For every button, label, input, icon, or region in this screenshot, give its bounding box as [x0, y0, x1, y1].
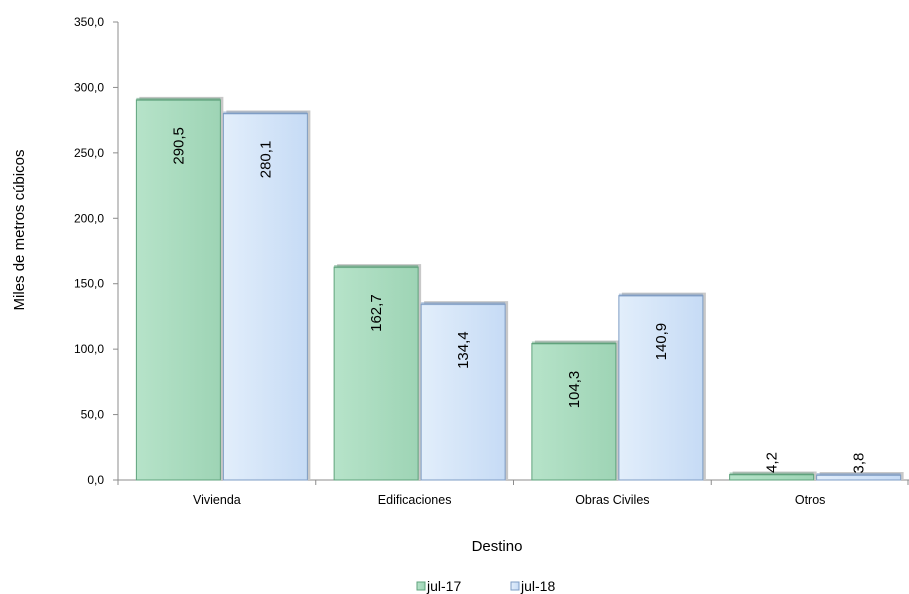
x-tick-label: Obras Civiles	[575, 493, 649, 507]
y-tick-label: 150,0	[74, 277, 104, 291]
bar-top-bevel	[223, 111, 308, 115]
bar-top-bevel	[136, 97, 221, 101]
data-label: 134,4	[455, 331, 472, 369]
bar-jul-17-obras-civiles	[531, 343, 617, 481]
legend-swatch	[416, 581, 426, 591]
data-label: 162,7	[368, 294, 385, 332]
x-tick-label: Vivienda	[193, 493, 241, 507]
data-label: 280,1	[257, 141, 274, 179]
data-label: 4,2	[764, 452, 781, 473]
bar-top-bevel	[421, 302, 506, 306]
data-labels-group: 290,5 280,1 162,7 134,4 104,3 140,9 4,2 3,8	[170, 127, 867, 473]
bars-group	[135, 96, 904, 481]
bar-jul-18-obras-civiles	[618, 295, 704, 481]
data-label: 3,8	[851, 453, 868, 474]
legend-label: jul-17	[426, 578, 461, 594]
bar-jul-18-edificaciones	[420, 303, 506, 481]
y-tick-label: 0,0	[87, 473, 104, 487]
legend-swatch	[510, 581, 520, 591]
data-label: 140,9	[653, 323, 670, 361]
x-tick-label: Edificaciones	[378, 493, 452, 507]
legend-label: jul-18	[520, 578, 555, 594]
data-label: 290,5	[170, 127, 187, 165]
bar-top-bevel	[618, 293, 703, 297]
y-tick-label: 200,0	[74, 211, 104, 225]
bar-top-bevel	[334, 265, 419, 269]
bar-top-bevel	[816, 473, 901, 477]
y-tick-label: 50,0	[81, 408, 105, 422]
bar-jul-17-edificaciones	[333, 266, 419, 481]
data-label: 104,3	[566, 371, 583, 409]
x-axis-title: Destino	[472, 538, 523, 555]
x-tick-label: Otros	[795, 493, 826, 507]
bar-top-bevel	[729, 472, 814, 476]
bar-top-bevel	[531, 341, 616, 345]
y-tick-label: 350,0	[74, 15, 104, 29]
bar-jul-18-vivienda	[222, 112, 308, 481]
axes: 0,0 50,0 100,0 150,0 200,0 250,0 300,0 350,0 Viv…	[74, 15, 909, 507]
y-tick-label: 250,0	[74, 146, 104, 160]
y-axis-title: Miles de metros cúbicos	[11, 150, 28, 311]
y-tick-label: 100,0	[74, 342, 104, 356]
legend: jul-17 jul-18	[416, 578, 555, 594]
y-tick-label: 300,0	[74, 80, 104, 94]
bar-jul-17-vivienda	[135, 99, 221, 481]
